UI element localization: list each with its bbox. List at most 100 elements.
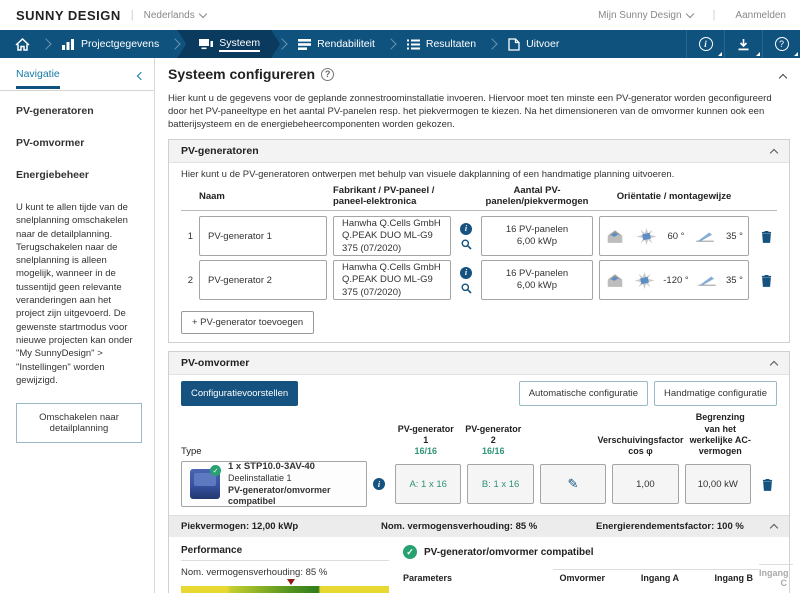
download-button[interactable] [724,30,762,58]
tab-uitvoer[interactable]: Uitvoer [494,30,573,58]
tilt-angle-icon [697,273,717,287]
sidebar-item-pv-omvormer[interactable]: PV-omvormer [16,137,142,149]
sidebar-collapse-button[interactable] [138,66,144,90]
delete-inverter-button[interactable] [757,478,777,491]
panel-count-field[interactable]: 16 PV-panelen 6,00 kWp [481,260,593,300]
sidebar-tab-navigatie[interactable]: Navigatie [16,68,60,89]
panel-type-field[interactable]: Hanwha Q.Cells GmbH Q.PEAK DUO ML-G9 375… [333,260,451,300]
switch-to-detail-planning-button[interactable]: Omschakelen naar detailplanning [16,403,142,443]
sidebar-item-pv-generatoren[interactable]: PV-generatoren [16,105,142,117]
azimuth-value[interactable]: -120 ° [663,275,688,286]
help-question-icon[interactable]: ? [321,68,334,81]
manual-configuration-button[interactable]: Handmatige configuratie [654,381,777,406]
roof-planning-icon [605,272,625,289]
ok-check-icon: ✓ [403,545,417,559]
edit-configuration-button[interactable]: ✎ [540,464,606,504]
project-data-icon [62,39,75,50]
download-icon [737,38,750,51]
panel-model-text: Q.PEAK DUO ML-G9 375 (07/2020) [342,274,442,299]
column-input-c: Ingang C [759,564,793,591]
home-icon [15,38,30,51]
sidebar-item-energiebeheer[interactable]: Energiebeheer [16,169,142,181]
chevron-down-icon [199,9,207,17]
delete-generator-button[interactable] [755,274,777,287]
generator-row: 2 PV-generator 2 Hanwha Q.Cells GmbH Q.P… [181,260,777,300]
row-index: 2 [181,275,193,286]
automatic-configuration-button[interactable]: Automatische configuratie [519,381,648,406]
language-label: Nederlands [144,10,195,21]
search-icon[interactable] [461,283,472,294]
tab-projectgegevens[interactable]: Projectgegevens [48,30,173,58]
tab-rendabiliteit[interactable]: Rendabiliteit [284,30,389,58]
column-manufacturer: Fabrikant / PV-paneel / paneel-elektroni… [333,185,451,207]
compatibility-section: ✓ PV-generator/omvormer compatibel Param… [403,545,777,593]
pv-generators-panel: PV-generatoren Hier kunt u de PV-generat… [168,139,790,343]
input-b-field[interactable]: B: 1 x 16 [467,464,533,504]
configuration-proposals-button[interactable]: Configuratievoorstellen [181,381,298,406]
generator-name-field[interactable]: PV-generator 2 [199,260,327,300]
help-button[interactable]: ? [762,30,800,58]
brand-logo: SUNNY DESIGN [16,8,121,23]
column-parameters: Parameters [403,570,553,586]
delete-generator-button[interactable] [755,230,777,243]
info-icon[interactable]: i [460,223,472,235]
column-type: Type [181,446,367,458]
generator-row: 1 PV-generator 1 Hanwha Q.Cells GmbH Q.P… [181,216,777,256]
collapse-all-button[interactable] [776,66,790,88]
login-link[interactable]: Aanmelden [735,10,786,21]
panel-count-field[interactable]: 16 PV-panelen 6,00 kWp [481,216,593,256]
column-inverter: Omvormer [553,569,611,586]
azimuth-value[interactable]: 60 ° [667,231,684,242]
column-cos-phi: Verschuivingsfactor cos φ [597,435,683,458]
page-title-text: Systeem configureren [168,66,315,82]
orientation-field[interactable]: 60 ° 35 ° [599,216,749,256]
account-dropdown[interactable]: Mijn Sunny Design [598,10,692,21]
divider: | [713,9,716,21]
manufacturer-text: Hanwha Q.Cells GmbH [342,218,441,230]
status-collapse-button[interactable] [770,524,778,532]
column-ac-limit: Begrenzing van het werkelijke AC-vermoge… [690,412,752,457]
info-icon[interactable]: i [460,267,472,279]
tab-label: Uitvoer [526,38,559,50]
divider: | [131,9,134,21]
info-button[interactable]: i [686,30,724,58]
subinstallation-label: Deelinstallatie 1 [228,473,292,483]
chevron-left-icon [137,72,145,80]
panel-type-field[interactable]: Hanwha Q.Cells GmbH Q.PEAK DUO ML-G9 375… [333,216,451,256]
azimuth-compass-icon [636,228,657,245]
cos-phi-field[interactable]: 1,00 [612,464,678,504]
pv-inverter-panel: PV-omvormer Configuratievoorstellen Auto… [168,351,790,593]
chevron-down-icon [685,9,693,17]
tab-resultaten[interactable]: Resultaten [393,30,490,58]
trash-icon [761,274,772,287]
account-label: Mijn Sunny Design [598,10,681,21]
tab-label: Systeem [219,37,260,52]
compatibility-title: PV-generator/omvormer compatibel [424,547,594,558]
generator-name-field[interactable]: PV-generator 1 [199,216,327,256]
tab-label: Rendabiliteit [317,38,375,50]
ac-limit-field[interactable]: 10,00 kW [685,464,751,504]
tilt-value[interactable]: 35 ° [726,231,743,242]
inverter-type-field[interactable]: ✓ 1 x STP10.0-3AV-40 Deelinstallatie 1 P… [181,461,367,507]
panel-collapse-button[interactable] [770,361,778,369]
parameters-table: Parameters Omvormer Ingang A Ingang B In… [403,564,777,593]
tilt-value[interactable]: 35 ° [726,275,743,286]
search-icon[interactable] [461,239,472,250]
tab-label: Projectgegevens [81,38,159,50]
top-bar: SUNNY DESIGN | Nederlands Mijn Sunny Des… [0,0,800,30]
info-icon: i [699,37,713,51]
panel-collapse-button[interactable] [770,149,778,157]
info-icon[interactable]: i [373,478,385,490]
add-generator-button[interactable]: + PV-generator toevoegen [181,311,314,334]
login-label: Aanmelden [735,10,786,21]
tab-systeem[interactable]: Systeem [177,30,280,58]
input-a-field[interactable]: A: 1 x 16 [395,464,461,504]
orientation-field[interactable]: -120 ° 35 ° [599,260,749,300]
home-button[interactable] [0,30,44,58]
panel-model-text: Q.PEAK DUO ML-G9 375 (07/2020) [342,230,442,255]
system-icon [199,38,213,50]
language-dropdown[interactable]: Nederlands [144,10,206,21]
pencil-icon: ✎ [568,476,579,492]
compatibility-label: PV-generator/omvormer compatibel [228,485,331,507]
column-name: Naam [199,191,327,202]
